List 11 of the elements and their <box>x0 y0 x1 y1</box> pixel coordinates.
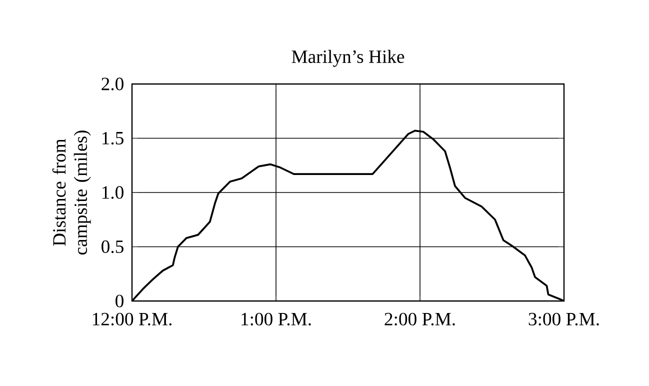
y-tick-label: 1.0 <box>102 186 124 199</box>
y-tick-label: 2.0 <box>102 78 124 90</box>
y-tick-label: 1.5 <box>102 132 124 145</box>
chart-title: Marilyn’s Hike <box>292 50 404 67</box>
y-axis-title: Distance from campsite (miles) <box>52 130 91 255</box>
x-tick-label: 3:00 P.M. <box>528 312 599 326</box>
x-tick-label: 1:00 P.M. <box>242 312 311 326</box>
x-tick-label: 12:00 P.M. <box>92 312 172 326</box>
x-tick-label: 2:00 P.M. <box>384 312 455 326</box>
y-tick-label: 0 <box>116 294 124 308</box>
y-tick-label: 0.5 <box>102 240 124 254</box>
